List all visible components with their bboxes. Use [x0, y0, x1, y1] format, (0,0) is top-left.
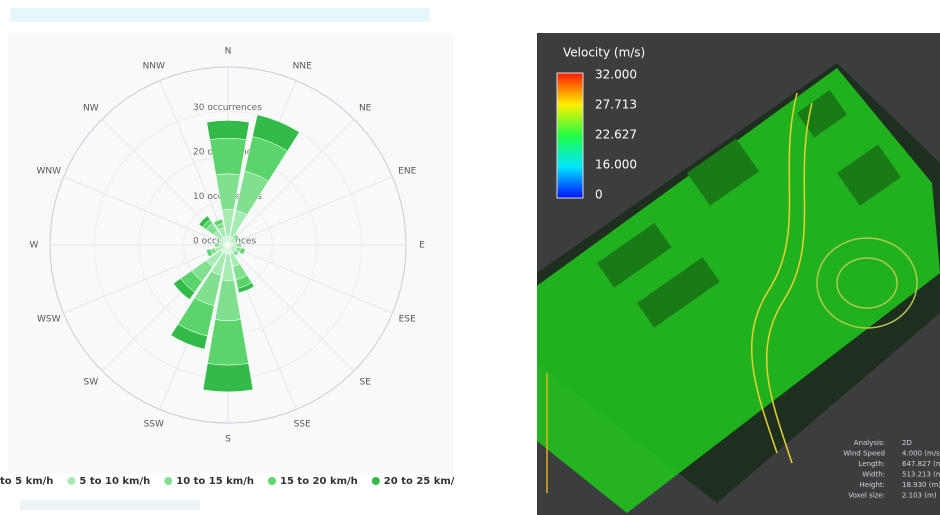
streamlines — [546, 92, 918, 493]
direction-label: SW — [84, 378, 99, 388]
wind-segment — [231, 239, 237, 245]
colorbar — [556, 72, 584, 199]
legend-marker — [371, 477, 380, 485]
direction-label: WSW — [37, 315, 61, 325]
legend-label: 15 to 20 km/h — [280, 476, 358, 487]
info-value: 2.103 (m) — [902, 492, 937, 500]
colorbar-tick-label: 27.713 — [595, 98, 637, 112]
info-value: 513.213 (m) — [902, 471, 940, 479]
wind-segment — [232, 233, 240, 241]
wind-segment — [238, 247, 246, 255]
info-key: Height: — [860, 481, 886, 489]
wind-segment — [236, 242, 242, 248]
info-value: 4.000 (m/s) — [902, 450, 940, 458]
blurred-title — [10, 8, 430, 22]
blurred-footer — [20, 500, 200, 510]
ground-plane — [537, 68, 940, 513]
colorbar-tick-label: 0 — [595, 188, 603, 202]
buildings — [597, 90, 901, 328]
legend-marker — [164, 477, 173, 485]
info-key: Voxel size: — [848, 492, 885, 500]
direction-label: WNW — [37, 166, 62, 176]
direction-label: SE — [359, 378, 371, 388]
wind-segment — [209, 138, 247, 176]
wind-segment — [202, 363, 254, 393]
wind-segment — [232, 249, 240, 257]
wind-segment — [219, 239, 225, 245]
legend-label: 20 to 25 km/h — [384, 476, 455, 487]
info-value: 647.827 (m) — [902, 460, 940, 468]
info-key: Analysis: — [854, 439, 885, 447]
simulation-panel: Velocity (m/s) 32.000 27.713 22.627 16.000 0… — [537, 33, 940, 515]
direction-label: ENE — [398, 166, 416, 176]
info-value: 18.930 (m) — [902, 481, 940, 489]
info-value: 2D — [902, 439, 912, 447]
legend-label: 5 to 10 km/h — [79, 476, 150, 487]
direction-label: SSW — [144, 420, 164, 430]
direction-label: ESE — [399, 315, 416, 325]
direction-label: W — [30, 241, 39, 251]
wind-segment — [206, 120, 250, 141]
wind-segment — [170, 323, 208, 350]
direction-label: NNE — [293, 61, 312, 71]
wind-segment — [198, 215, 211, 228]
info-key: Wind Speed — [843, 450, 885, 458]
colorbar-tick-label: 16.000 — [595, 158, 637, 172]
direction-label: S — [225, 435, 231, 445]
direction-label: NE — [359, 103, 372, 113]
wind-segment — [252, 114, 300, 152]
direction-label: N — [225, 47, 232, 57]
legend-marker — [67, 477, 76, 485]
wind-segment — [173, 277, 196, 300]
colorbar-title: Velocity (m/s) — [563, 46, 645, 60]
legend-label: to 5 km/h — [0, 476, 53, 487]
legend-label: 10 to 15 km/h — [176, 476, 254, 487]
colorbar-tick-label: 22.627 — [595, 128, 637, 142]
direction-label: NW — [83, 103, 99, 113]
direction-label: E — [419, 241, 425, 251]
info-key: Length: — [858, 460, 885, 468]
legend-marker — [268, 477, 277, 485]
direction-label: SSE — [294, 420, 311, 430]
info-key: Width: — [862, 471, 885, 479]
direction-label: NNW — [143, 61, 165, 71]
wind-segment — [214, 242, 220, 248]
r-tick-label: 30 occurrences — [193, 103, 262, 113]
wind-segment — [213, 218, 224, 227]
wind-segment — [205, 248, 214, 258]
wind-segment — [237, 282, 255, 294]
colorbar-tick-label: 32.000 — [595, 68, 637, 82]
